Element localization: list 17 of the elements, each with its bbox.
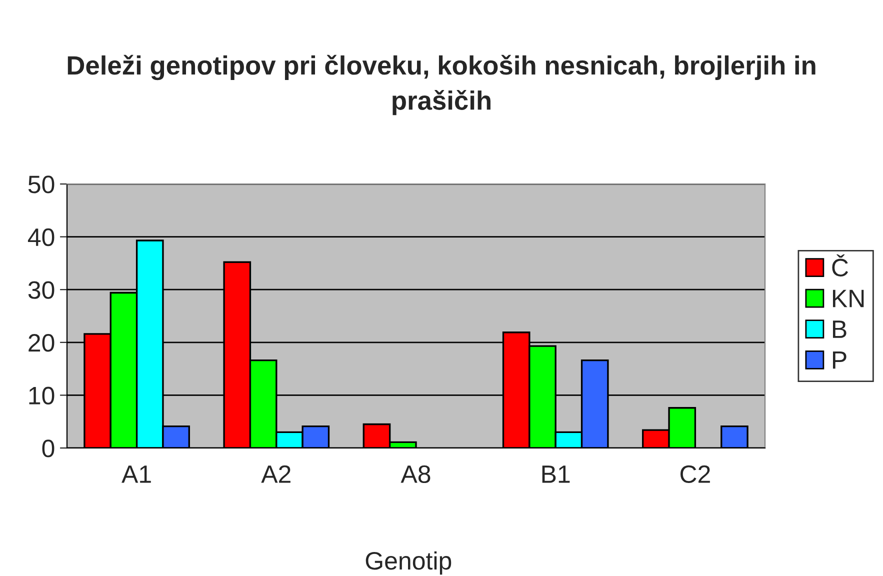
chart-title: Deleži genotipov pri človeku, kokoših nesnicah, brojlerjih in prašičih <box>68 54 816 116</box>
legend-label: Č <box>832 254 848 277</box>
y-tick-label: 20 <box>28 334 54 352</box>
y-tick-label: 40 <box>28 228 54 246</box>
y-tick-label: 0 <box>42 440 54 458</box>
y-tick-label: 30 <box>28 281 54 299</box>
legend-label: B <box>832 320 846 338</box>
legend-label: KN <box>832 290 864 308</box>
x-axis-title: Genotip <box>366 551 452 575</box>
x-tick-label: C2 <box>680 465 710 484</box>
x-tick-label: A8 <box>400 465 430 484</box>
x-tick-label: A2 <box>261 465 290 483</box>
y-tick-label: 10 <box>29 386 54 405</box>
x-tick-label: B1 <box>542 466 570 483</box>
x-tick-label: A1 <box>122 466 151 483</box>
y-tick-label: 50 <box>28 176 54 194</box>
legend-label: P <box>832 351 846 369</box>
